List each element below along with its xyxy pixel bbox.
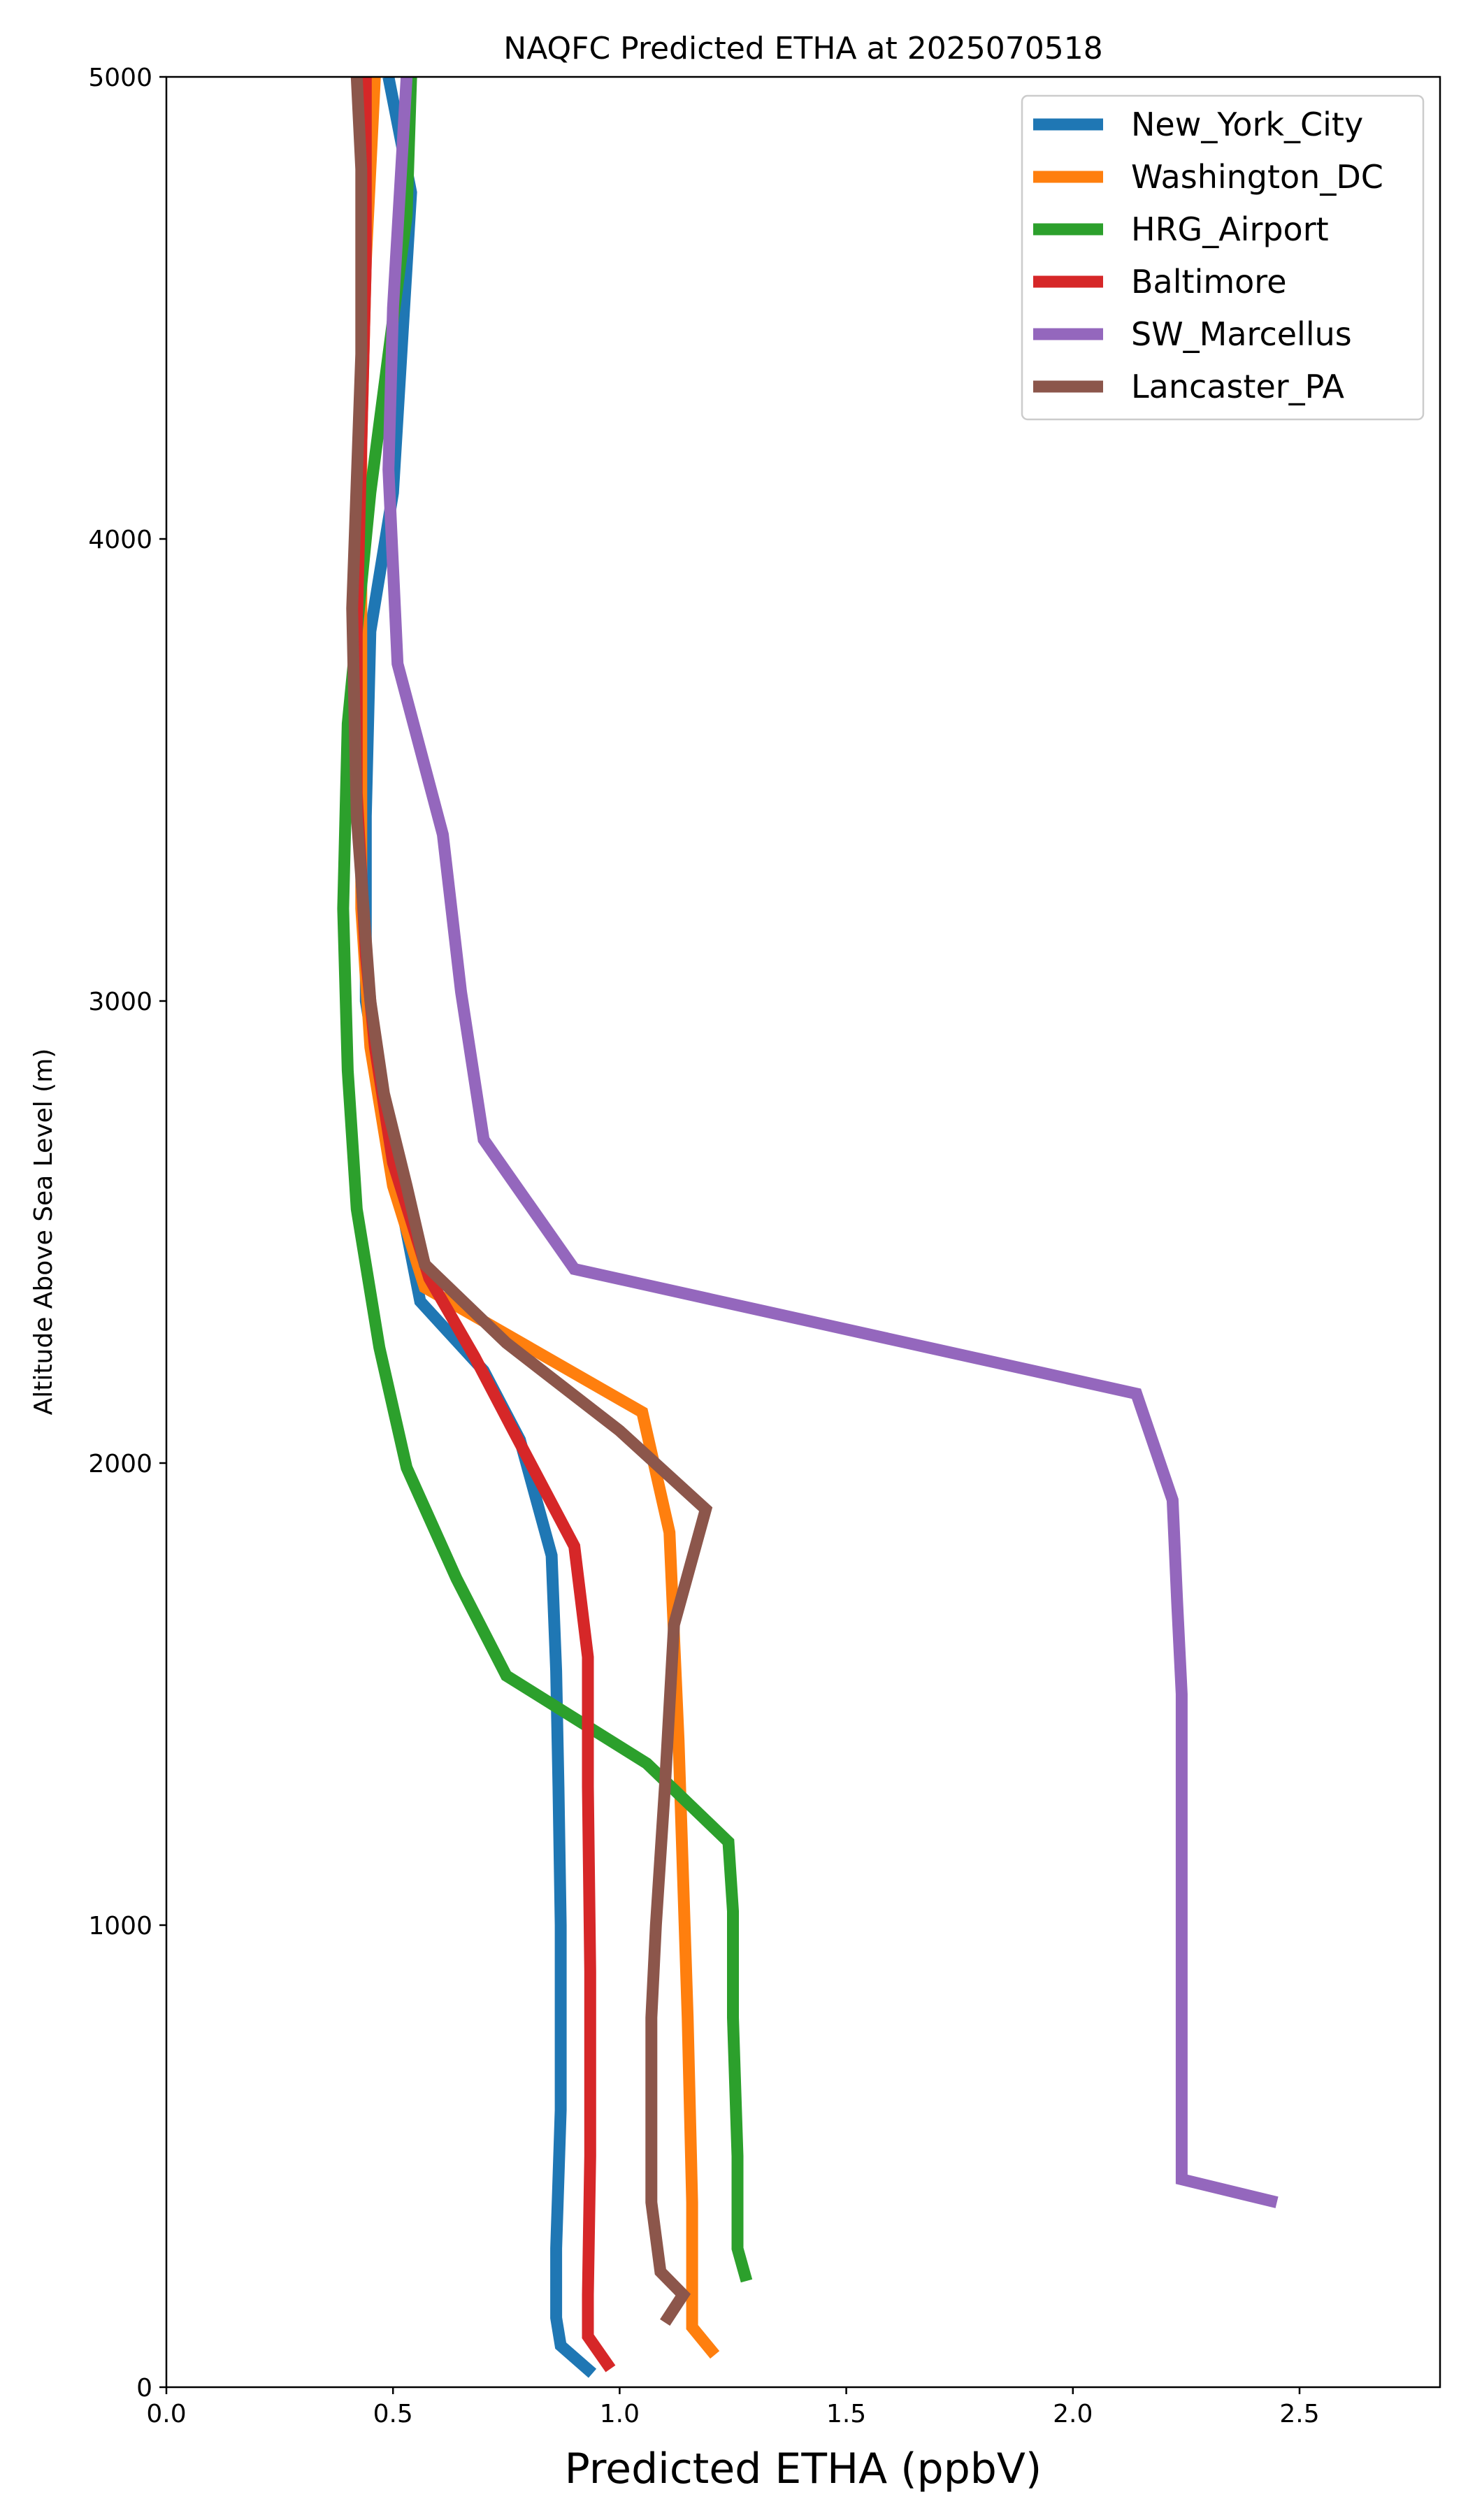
y-tick-label: 0	[136, 2374, 152, 2403]
axis-layer: 0.0 0.5 1.0 1.5 2.0 2.5 0 1000 2000 3000 4000 5000	[88, 64, 1319, 2428]
legend-label: HRG_Airport	[1131, 210, 1329, 248]
legend-items: New_York_City Washington_DC HRG_Airport Bal…	[1033, 106, 1383, 405]
y-tick-label: 5000	[88, 64, 152, 92]
legend-frame	[1021, 94, 1425, 421]
legend-label: Lancaster_PA	[1131, 368, 1344, 405]
x-tick-label: 0.0	[146, 2400, 186, 2428]
y-tick-label: 2000	[88, 1450, 152, 1478]
x-tick-label: 2.5	[1279, 2400, 1319, 2428]
y-tick-label: 4000	[88, 526, 152, 554]
legend-label: Baltimore	[1131, 263, 1287, 301]
x-tick-label: 2.0	[1053, 2400, 1093, 2428]
plot-frame	[165, 75, 1441, 2389]
legend-label: SW_Marcellus	[1131, 315, 1352, 353]
y-tick-label: 3000	[88, 988, 152, 1016]
series-layer	[337, 77, 1279, 2378]
series-line-lancaster-pa	[346, 77, 713, 2326]
x-tick-label: 0.5	[373, 2400, 413, 2428]
series-line-sw-marcellus	[382, 77, 1279, 2208]
y-axis-label: Altitude Above Sea Level (m)	[29, 1049, 58, 1416]
chart-title: NAQFC Predicted ETHA at 2025070518	[503, 31, 1102, 66]
legend: New_York_City Washington_DC HRG_Airport Bal…	[1021, 94, 1425, 421]
x-axis-label: Predicted ETHA (ppbV)	[565, 2445, 1042, 2493]
x-tick-label: 1.5	[826, 2400, 866, 2428]
legend-label: New_York_City	[1131, 106, 1363, 143]
y-tick-label: 1000	[88, 1912, 152, 1941]
x-tick-label: 1.0	[600, 2400, 640, 2428]
legend-label: Washington_DC	[1131, 158, 1383, 196]
